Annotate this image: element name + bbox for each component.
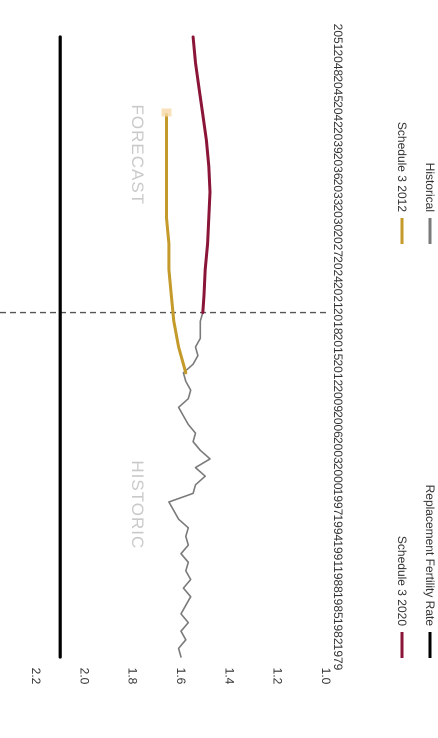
year-tick-label: 2021 (331, 282, 345, 309)
year-tick-label: 2033 (331, 179, 345, 206)
year-tick-label: 1982 (331, 618, 345, 645)
year-tick-label: 2045 (331, 75, 345, 102)
year-tick-label: 2012 (331, 359, 345, 386)
year-tick-label: 2048 (331, 49, 345, 76)
series-line-schedule-3-2020 (191, 35, 212, 315)
year-tick-label: 2030 (331, 204, 345, 231)
year-tick-label: 2018 (331, 308, 345, 335)
value-tick-label: 1.0 (319, 668, 333, 685)
year-tick-label: 2015 (331, 334, 345, 361)
value-tick-label: 2.2 (29, 668, 43, 685)
series-line-schedule-3-2012 (165, 113, 188, 375)
forecast-end-marker (161, 108, 172, 117)
year-tick-label: 2042 (331, 101, 345, 128)
series-line-historical (168, 311, 211, 658)
legend-label: Schedule 3 2012 (395, 122, 409, 212)
year-tick-label: 2039 (331, 127, 345, 154)
value-tick-label: 1.2 (271, 668, 285, 685)
historic-zone-label: HISTORIC (128, 460, 147, 549)
year-tick-label: 2003 (331, 437, 345, 464)
forecast-zone-label: FORECAST (128, 104, 147, 205)
year-tick-label: 2006 (331, 411, 345, 438)
year-tick-label: 1997 (331, 489, 345, 516)
value-tick-label: 1.6 (174, 668, 188, 685)
value-tick-label: 2.0 (77, 668, 91, 685)
value-tick-label: 1.8 (126, 668, 140, 685)
year-tick-label: 2051 (331, 24, 345, 51)
year-tick-label: 1979 (331, 644, 345, 671)
year-tick-label: 1994 (331, 514, 345, 541)
year-tick-label: 2009 (331, 385, 345, 412)
year-tick-label: 2024 (331, 256, 345, 283)
value-tick-label: 1.4 (222, 668, 236, 685)
year-tick-label: 2036 (331, 153, 345, 180)
year-tick-label: 2000 (331, 463, 345, 490)
year-tick-label: 1991 (331, 540, 345, 567)
year-tick-label: 2027 (331, 230, 345, 257)
legend-label: Schedule 3 2020 (395, 536, 409, 626)
year-tick-label: 1985 (331, 592, 345, 619)
legend-label: Historical (423, 163, 437, 212)
year-tick-label: 1988 (331, 566, 345, 593)
legend-label: Replacement Fertility Rate (423, 485, 437, 627)
